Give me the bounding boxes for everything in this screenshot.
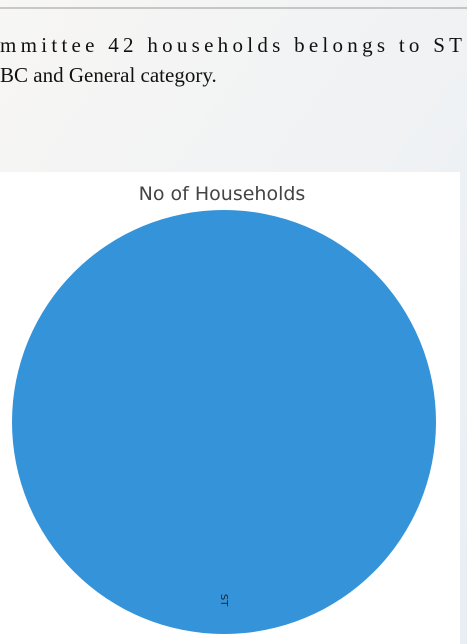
- pie-slice: [12, 210, 436, 634]
- doc-text: BC and General category.: [0, 63, 217, 87]
- chart-title: No of Households: [139, 183, 306, 205]
- slice-label: ST: [218, 594, 229, 607]
